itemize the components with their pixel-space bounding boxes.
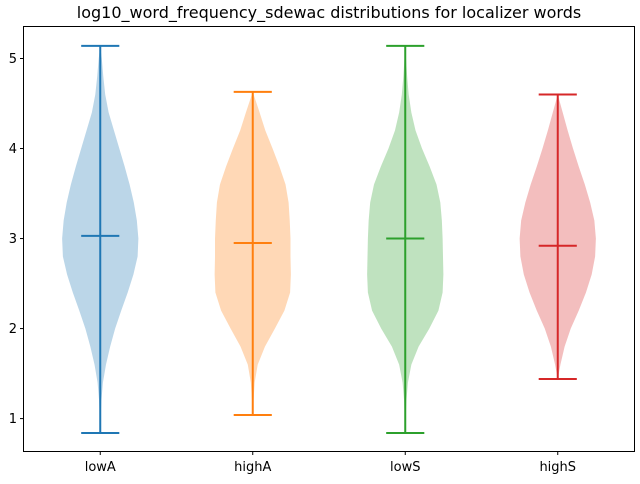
x-tick-label: lowS xyxy=(390,460,420,475)
y-tick-label: 1 xyxy=(9,412,17,427)
y-tick-label: 2 xyxy=(9,322,17,337)
y-tick-label: 5 xyxy=(9,52,17,67)
x-tick-label: highA xyxy=(234,460,271,475)
y-tick-label: 3 xyxy=(9,232,17,247)
x-tick-label: lowA xyxy=(85,460,116,475)
plot-frame xyxy=(23,26,635,452)
violin-group xyxy=(62,44,596,434)
y-tick-label: 4 xyxy=(9,142,17,157)
x-tick-label: highS xyxy=(539,460,576,475)
x-axis: lowA highA lowS highS xyxy=(85,451,576,475)
chart-title: log10_word_frequency_sdewac distribution… xyxy=(77,3,581,23)
y-axis: 1 2 3 4 5 xyxy=(9,52,24,427)
